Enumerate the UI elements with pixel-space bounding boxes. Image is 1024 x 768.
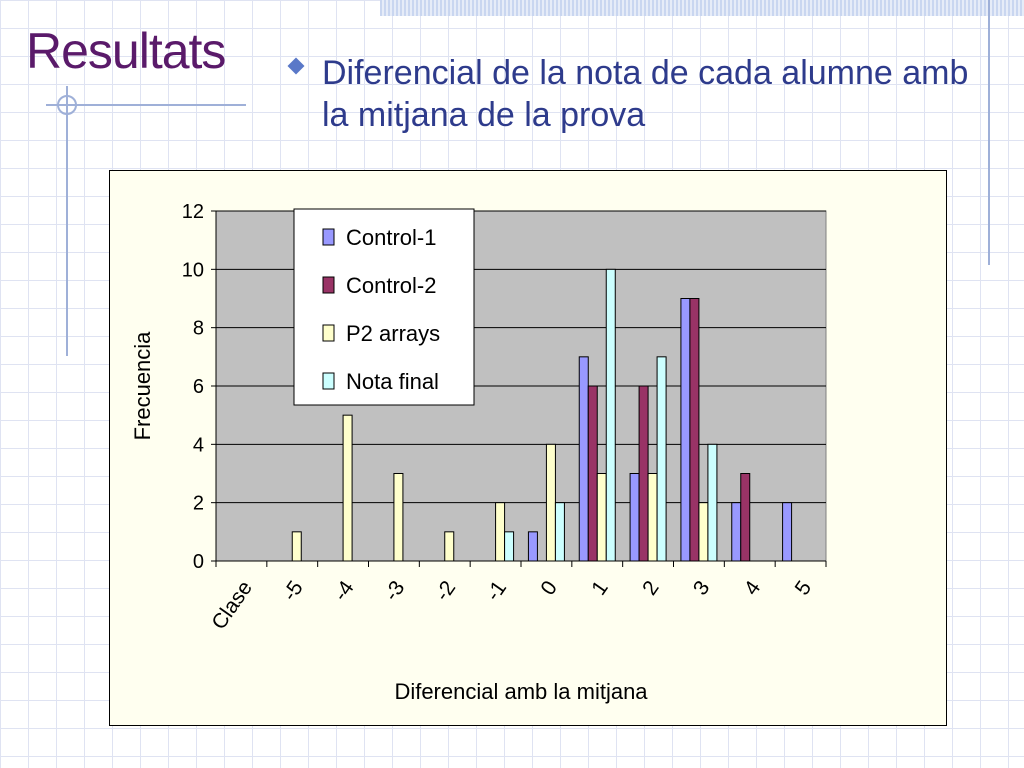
legend-label: Nota final (346, 369, 439, 394)
x-tick-label: 5 (791, 577, 817, 600)
x-tick-label: -5 (278, 577, 308, 606)
title-rule-horizontal (46, 104, 246, 106)
bar (527, 531, 538, 562)
x-tick-label: 1 (587, 577, 613, 600)
right-decorative-rule (988, 0, 990, 265)
legend-label: P2 arrays (346, 321, 440, 346)
y-tick-label: 12 (182, 201, 204, 223)
bar (587, 385, 598, 562)
y-tick-label: 10 (182, 259, 204, 281)
bar (291, 531, 302, 562)
x-tick-label: 0 (536, 577, 562, 600)
legend-label: Control-1 (346, 225, 436, 250)
bar (554, 502, 565, 562)
bar (731, 502, 742, 562)
bar (698, 502, 709, 562)
title-ring-ornament (57, 95, 77, 115)
x-tick-label: 4 (740, 576, 766, 599)
bar (656, 356, 667, 562)
y-tick-label: 8 (193, 318, 204, 340)
bar (545, 443, 556, 562)
chart-container: 0 2 4 6 8 10 12 Clase -5 -4 -3 -2 -1 0 1 2 3 4 5 Diferencia… (109, 170, 947, 726)
bar (638, 385, 649, 562)
y-axis-label: Frecuencia (130, 331, 155, 441)
top-decorative-band (380, 0, 1024, 16)
bar (647, 473, 658, 562)
x-tick-label: -4 (329, 576, 359, 605)
x-tick-label: Clase (207, 577, 257, 634)
y-tick-label: 0 (193, 551, 204, 573)
y-tick-label: 4 (193, 434, 204, 456)
y-tick-label: 2 (193, 493, 204, 515)
slide-title: Resultats (26, 23, 226, 79)
x-axis-label: Diferencial amb la mitjana (394, 679, 648, 704)
legend-swatch (322, 372, 335, 390)
bar (578, 356, 589, 562)
bar (596, 473, 607, 562)
bar (504, 531, 515, 562)
x-tick-label: 2 (638, 577, 664, 600)
title-rule-vertical (66, 86, 68, 356)
bar (740, 473, 751, 562)
legend-swatch (322, 324, 335, 342)
x-tick-label: -3 (380, 577, 410, 606)
bar (689, 298, 700, 562)
slide-subtitle: Diferencial de la nota de cada alumne am… (322, 54, 969, 134)
bar (629, 473, 640, 562)
bar (680, 298, 691, 562)
legend-label: Control-2 (346, 273, 436, 298)
legend-swatch (322, 276, 335, 294)
bar (707, 443, 718, 562)
legend-swatch (322, 228, 335, 246)
x-tick-label: -1 (482, 577, 512, 606)
bar (605, 268, 616, 562)
x-tick-label: 3 (689, 577, 715, 600)
bar (444, 531, 455, 562)
bar (782, 502, 793, 562)
x-tick-label: -2 (431, 577, 461, 606)
bar (342, 414, 353, 562)
y-tick-label: 6 (193, 376, 204, 398)
bar (495, 502, 506, 562)
bar (393, 473, 404, 562)
diamond-bullet-icon (287, 57, 305, 75)
